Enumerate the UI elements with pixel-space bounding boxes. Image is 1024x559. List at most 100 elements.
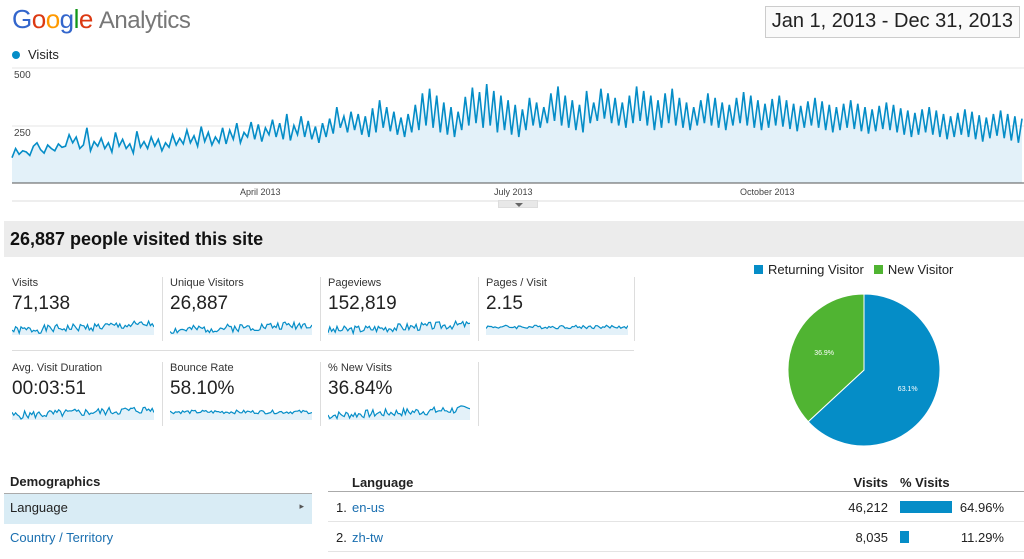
row-visits: 46,212 — [848, 500, 888, 515]
metric-new-visits[interactable]: % New Visits 36.84% — [328, 362, 478, 442]
metric-label: Unique Visitors — [170, 277, 244, 289]
sparkline-line — [328, 405, 470, 420]
divider — [634, 277, 635, 341]
row-pct: 11.29% — [960, 530, 1004, 545]
logo-letter: o — [31, 4, 46, 34]
chart-collapse-handle[interactable] — [498, 200, 538, 208]
language-link[interactable]: en-us — [352, 500, 385, 515]
divider — [12, 350, 634, 351]
logo-letter: o — [45, 4, 60, 34]
pie-slice-label: 36.9% — [814, 350, 834, 357]
sparkline — [170, 320, 312, 335]
chart-legend[interactable]: Visits — [12, 47, 59, 62]
series-dot-icon — [12, 50, 20, 59]
sparkline-area — [12, 407, 154, 420]
pie-legend-item-new[interactable]: New Visitor — [873, 262, 954, 277]
pie-slice-label: 63.1% — [898, 386, 918, 393]
legend-label: Visits — [28, 47, 59, 62]
divider — [320, 277, 321, 341]
metric-label: Pages / Visit — [486, 277, 547, 289]
sparkline-area — [328, 321, 470, 335]
pie-legend-item-returning[interactable]: Returning Visitor — [754, 262, 864, 277]
row-number: 2. — [336, 530, 347, 545]
visits-chart[interactable]: 500 250 April 2013 July 2013 October 201… — [0, 64, 1024, 210]
legend-swatch-icon — [754, 265, 763, 274]
pie-slice-new[interactable] — [787, 293, 865, 423]
row-number: 1. — [336, 500, 347, 515]
divider — [162, 362, 163, 426]
logo-letter: g — [59, 4, 74, 34]
metric-value: 71,138 — [12, 293, 71, 314]
table-row: 2. zh-tw 8,035 11.29% — [328, 522, 1024, 552]
header: Google Analytics Jan 1, 2013 - Dec 31, 20… — [0, 0, 1024, 44]
visitor-type-pie[interactable]: 63.1% 36.9% — [786, 292, 942, 448]
logo-letter: e — [78, 4, 93, 34]
sparkline-line — [486, 324, 628, 330]
pct-bar — [900, 501, 952, 513]
pie-slice-returning[interactable] — [807, 293, 941, 447]
legend-swatch-icon — [873, 265, 883, 274]
metric-value: 2.15 — [486, 293, 523, 314]
sparkline-line — [170, 320, 312, 335]
legend-label: Returning Visitor — [768, 262, 864, 277]
divider — [162, 277, 163, 341]
x-tick-label: July 2013 — [494, 187, 533, 197]
google-analytics-logo[interactable]: Google Analytics — [12, 4, 191, 35]
series-line — [11, 84, 1023, 158]
column-header-language[interactable]: Language — [352, 475, 414, 490]
series-area — [12, 84, 1022, 183]
demographics-item-country[interactable]: Country / Territory — [4, 524, 312, 554]
language-link[interactable]: zh-tw — [352, 530, 384, 545]
divider — [320, 362, 321, 426]
pct-bar — [900, 531, 909, 543]
divider — [478, 362, 479, 426]
metric-label: Bounce Rate — [170, 362, 234, 374]
sparkline — [12, 319, 154, 335]
sparkline-area — [170, 410, 312, 420]
metric-avg-visit-duration[interactable]: Avg. Visit Duration 00:03:51 — [12, 362, 162, 442]
chevron-right-icon: ▸ — [299, 501, 304, 511]
demographics-panel: Demographics Language ▸ Country / Territ… — [4, 470, 312, 554]
metric-unique-visitors[interactable]: Unique Visitors 26,887 — [170, 277, 320, 357]
column-header-visits[interactable]: Visits — [853, 475, 888, 490]
table-row: 1. en-us 46,212 64.96% — [328, 492, 1024, 522]
sparkline-line — [170, 408, 312, 415]
metric-value: 26,887 — [170, 293, 229, 314]
demographics-item-label: Country / Territory — [10, 530, 114, 545]
x-tick-label: October 2013 — [740, 187, 795, 197]
metric-value: 152,819 — [328, 293, 397, 314]
legend-label: New Visitor — [887, 262, 954, 277]
metric-label: Avg. Visit Duration — [12, 362, 103, 374]
metric-pageviews[interactable]: Pageviews 152,819 — [328, 277, 478, 357]
date-range-selector[interactable]: Jan 1, 2013 - Dec 31, 2013 — [764, 6, 1020, 38]
summary-headline: 26,887 people visited this site — [4, 221, 1024, 257]
sparkline — [328, 319, 470, 335]
metric-value: 36.84% — [328, 378, 393, 399]
sparkline — [486, 324, 628, 335]
logo-word: Analytics — [98, 7, 191, 34]
demographics-item-label: Language — [10, 500, 68, 515]
row-pct: 64.96% — [959, 500, 1004, 515]
demographics-title: Demographics — [4, 470, 312, 494]
pie-legend: Returning Visitor New Visitor — [754, 262, 963, 277]
metric-label: Pageviews — [328, 277, 382, 289]
metric-value: 58.10% — [170, 378, 235, 399]
language-table: Language Visits % Visits 1. en-us 46,212… — [328, 470, 1024, 552]
sparkline-line — [12, 319, 154, 335]
demographics-item-language[interactable]: Language ▸ — [4, 494, 312, 524]
sparkline — [170, 408, 312, 420]
sparkline — [12, 406, 154, 420]
metric-label: % New Visits — [328, 362, 392, 374]
y-tick-label: 250 — [14, 128, 31, 139]
metric-label: Visits — [12, 277, 39, 289]
sparkline-line — [12, 406, 154, 420]
metric-pages-per-visit[interactable]: Pages / Visit 2.15 — [486, 277, 636, 357]
logo-letter: G — [12, 4, 32, 34]
sparkline-area — [486, 325, 628, 335]
metric-bounce-rate[interactable]: Bounce Rate 58.10% — [170, 362, 320, 442]
column-header-pct-visits[interactable]: % Visits — [900, 475, 950, 490]
divider — [478, 277, 479, 341]
metric-visits[interactable]: Visits 71,138 — [12, 277, 162, 357]
logo-letter: l — [73, 4, 80, 34]
table-header: Language Visits % Visits — [328, 470, 1024, 492]
